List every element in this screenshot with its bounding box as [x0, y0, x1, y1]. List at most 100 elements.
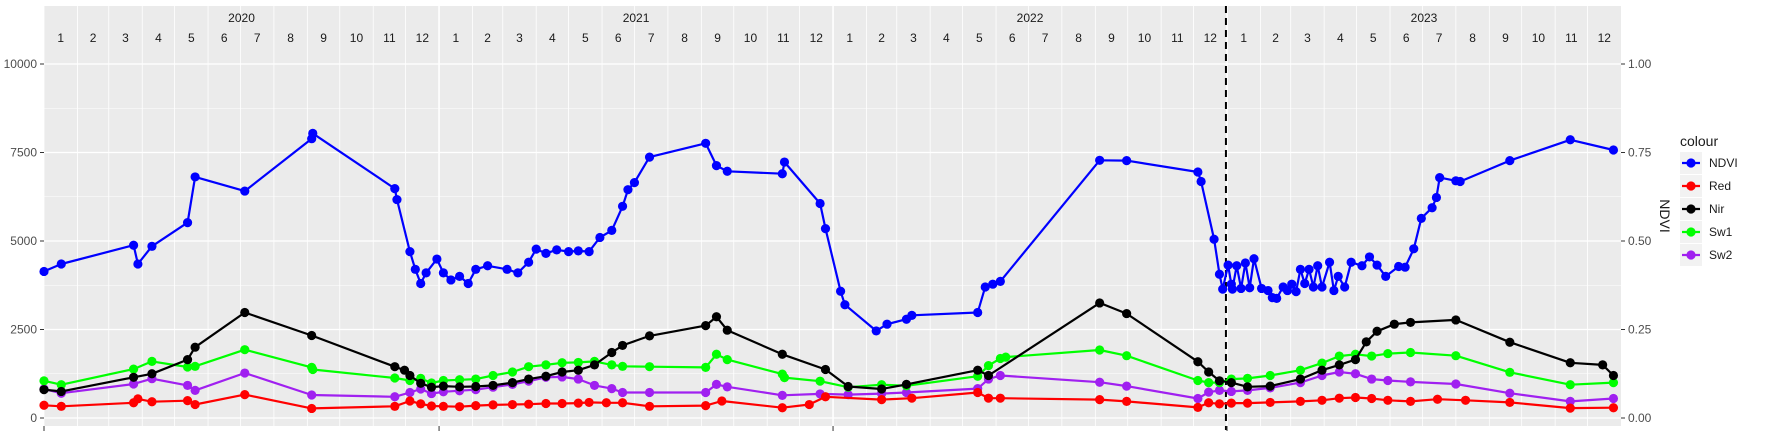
data-point-nir: [471, 381, 481, 392]
data-point-sw1: [1095, 345, 1105, 355]
data-point-ndvi: [1372, 260, 1382, 270]
data-point-sw1: [722, 354, 732, 365]
month-label: 7: [648, 31, 655, 45]
data-point-sw2: [1193, 393, 1203, 404]
legend-key-point: [1686, 204, 1696, 214]
month-label: 8: [681, 31, 688, 45]
data-point-sw1: [644, 362, 655, 372]
month-label: 3: [122, 31, 129, 45]
data-point-sw1: [390, 373, 400, 383]
data-point-ndvi: [563, 247, 574, 257]
data-point-nir: [507, 378, 518, 388]
data-point-sw2: [701, 387, 711, 398]
data-point-nir: [1608, 370, 1619, 381]
data-point-ndvi: [1313, 261, 1323, 271]
data-point-red: [1608, 403, 1619, 413]
legend: colour NDVI Red Nir Sw1 Sw2: [1680, 133, 1738, 266]
data-point-ndvi: [1263, 285, 1273, 296]
data-point-nir: [1598, 360, 1608, 370]
data-point-nir: [877, 384, 887, 394]
data-point-ndvi: [995, 276, 1005, 286]
month-label: 9: [320, 31, 327, 45]
month-label: 11: [1565, 31, 1578, 45]
data-point-red: [39, 400, 49, 410]
month-label: 11: [383, 31, 396, 45]
data-point-ndvi: [1346, 257, 1356, 267]
month-label: 2: [90, 31, 97, 45]
data-point-ndvi: [1317, 282, 1327, 292]
data-point-sw2: [607, 384, 617, 394]
month-label: 1: [57, 31, 64, 45]
data-point-red: [995, 393, 1005, 403]
data-point-sw2: [1226, 386, 1236, 397]
data-point-nir: [973, 365, 983, 375]
data-point-ndvi: [644, 152, 655, 162]
data-point-sw2: [405, 387, 415, 398]
data-point-ndvi: [182, 217, 193, 228]
data-point-sw2: [644, 387, 655, 398]
data-point-red: [717, 396, 727, 406]
month-label: 9: [714, 31, 721, 45]
data-point-sw2: [1122, 381, 1132, 391]
data-point-red: [190, 399, 200, 410]
data-point-red: [1095, 394, 1105, 405]
data-point-red: [644, 401, 655, 411]
data-point-ndvi: [483, 261, 493, 271]
data-point-sw2: [722, 382, 732, 392]
data-point-sw1: [454, 375, 465, 385]
data-point-ndvi: [1232, 261, 1242, 271]
data-point-ndvi: [1240, 258, 1250, 268]
month-label: 12: [1204, 31, 1218, 45]
data-point-sw1: [557, 358, 567, 368]
month-label: 6: [615, 31, 622, 45]
data-point-sw1: [983, 361, 994, 371]
data-point-red: [973, 387, 983, 398]
series-layer: [39, 128, 1619, 414]
series-line-sw1: [43, 348, 1614, 389]
data-point-ndvi: [1209, 234, 1219, 244]
data-point-sw1: [56, 380, 66, 390]
data-point-ndvi: [623, 185, 633, 195]
legend-title: colour: [1680, 133, 1718, 149]
data-point-ndvi: [1214, 269, 1225, 279]
data-point-nir: [573, 365, 583, 375]
data-point-red: [573, 398, 583, 408]
data-point-nir: [777, 349, 787, 359]
month-label: 2: [878, 31, 885, 45]
data-point-sw2: [589, 380, 600, 391]
right-tick-label: 0.75: [1628, 146, 1652, 160]
data-point-ndvi: [779, 157, 790, 167]
data-point-ndvi: [1381, 271, 1391, 281]
data-point-ndvi: [1427, 203, 1437, 213]
data-point-ndvi: [840, 300, 850, 310]
data-point-ndvi: [1218, 284, 1228, 294]
data-point-nir: [820, 364, 831, 375]
data-point-red: [133, 394, 143, 404]
data-point-red: [416, 399, 426, 409]
legend-key-point: [1686, 158, 1696, 168]
data-point-ndvi: [1227, 284, 1238, 294]
data-point-sw1: [573, 357, 583, 368]
data-point-sw1: [507, 367, 518, 377]
month-label: 7: [1436, 31, 1443, 45]
right-tick-label: 0.50: [1628, 234, 1652, 248]
right-tick-label: 1.00: [1628, 57, 1652, 71]
data-point-red: [1505, 397, 1515, 408]
data-point-nir: [240, 307, 250, 318]
data-point-nir: [1242, 382, 1253, 392]
data-point-nir: [1350, 354, 1361, 365]
data-point-nir: [541, 371, 551, 381]
data-point-ndvi: [56, 259, 66, 269]
data-point-ndvi: [502, 264, 512, 274]
data-point-ndvi: [454, 271, 465, 281]
data-point-red: [454, 402, 465, 412]
data-point-ndvi: [573, 246, 583, 256]
data-point-nir: [1265, 381, 1275, 391]
data-point-ndvi: [1435, 173, 1445, 183]
data-point-red: [777, 403, 787, 413]
data-point-sw1: [1383, 348, 1393, 359]
data-point-sw1: [779, 373, 790, 383]
data-point-nir: [56, 386, 66, 397]
data-point-red: [617, 398, 628, 408]
